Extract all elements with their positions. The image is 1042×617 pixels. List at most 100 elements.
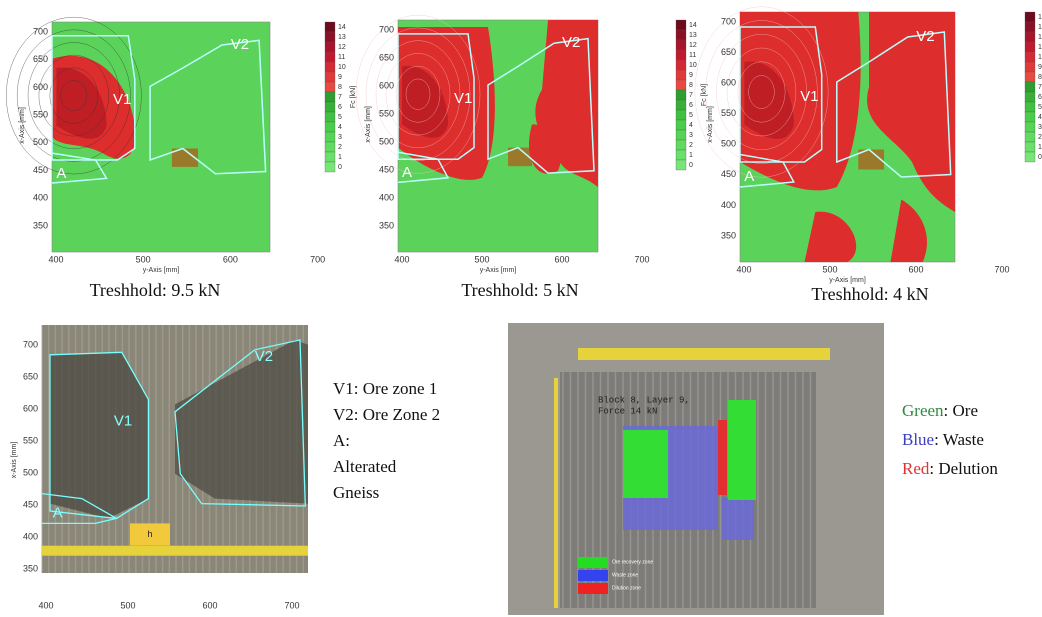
colorbar-tick: 14	[338, 24, 346, 31]
zone-legend-line: Alterated	[333, 457, 397, 476]
y-tick-label: 450	[379, 164, 394, 174]
colorbar-cell	[676, 90, 686, 100]
y-tick-label: 350	[23, 563, 38, 573]
colorbar-tick: 3	[1038, 124, 1042, 131]
x-tick-label: 700	[310, 254, 325, 264]
colorbar-cell	[1025, 12, 1035, 22]
colorbar-cell	[676, 130, 686, 140]
colorbar-cell	[676, 40, 686, 50]
colorbar-cell	[1025, 22, 1035, 32]
zone-label: V2	[231, 36, 249, 53]
colorbar-tick: 5	[338, 114, 342, 121]
y-tick-label: 700	[379, 24, 394, 34]
x-axis-label: y-Axis [mm]	[143, 267, 180, 274]
heatmap-panel: V1V2A70065060055050045040035040050060070…	[6, 17, 357, 300]
ore-zone	[623, 430, 668, 498]
colorbar-tick: 8	[1038, 74, 1042, 81]
y-tick-label: 500	[33, 137, 48, 147]
colorbar-tick: 11	[689, 52, 696, 59]
y-tick-label: 650	[33, 54, 48, 64]
colorbar-tick: 3	[689, 132, 693, 139]
colorbar-tick: 14	[1038, 14, 1042, 21]
x-tick-label: 700	[284, 600, 299, 610]
color-meaning: : Ore	[944, 401, 978, 420]
x-tick-label: 700	[634, 254, 649, 264]
colorbar-tick: 12	[1038, 34, 1042, 41]
colorbar-tick: 9	[689, 72, 693, 79]
legend-swatch	[578, 557, 608, 568]
y-tick-label: 650	[379, 52, 394, 62]
y-tick-label: 700	[33, 26, 48, 36]
colorbar-cell	[1025, 32, 1035, 42]
colorbar-cell	[325, 22, 335, 32]
ruler	[42, 546, 308, 556]
color-legend-line: Red: Delution	[902, 459, 998, 478]
colorbar-tick: 7	[1038, 84, 1042, 91]
colorbar-tick: 8	[689, 82, 693, 89]
colorbar-tick: 1	[689, 152, 693, 159]
color-word: Blue	[902, 430, 934, 449]
colorbar-cell	[325, 72, 335, 82]
colorbar-cell	[1025, 82, 1035, 92]
color-word: Red	[902, 459, 930, 478]
zone-label: V1	[113, 91, 131, 108]
colorbar-tick: 12	[338, 44, 346, 51]
x-tick-label: 500	[120, 600, 135, 610]
ruler	[578, 348, 830, 360]
zone-legend-line: V2: Ore Zone 2	[333, 405, 440, 424]
colorbar-cell	[1025, 72, 1035, 82]
colorbar-cell	[676, 160, 686, 170]
zone-label: V2	[255, 348, 273, 365]
zone-legend-line: A:	[333, 431, 350, 450]
x-tick-label: 700	[994, 264, 1009, 274]
heatmap-panel: V1V2A70065060055050045040035040050060070…	[356, 15, 708, 300]
colorbar-cell	[676, 140, 686, 150]
legend-label: Ore recovery zone	[612, 559, 653, 565]
colorbar-tick: 8	[338, 84, 342, 91]
color-legend-line: Green: Ore	[902, 401, 978, 420]
colorbar-cell	[325, 52, 335, 62]
y-tick-label: 600	[721, 78, 736, 88]
colorbar-tick: 4	[338, 124, 342, 131]
colorbar-cell	[676, 120, 686, 130]
x-tick-label: 600	[223, 254, 238, 264]
photo-left: V1V2Ah7006506005505004504003504005006007…	[11, 325, 308, 610]
colorbar-cell	[1025, 62, 1035, 72]
colorbar-cell	[676, 110, 686, 120]
y-tick-label: 450	[721, 169, 736, 179]
colorbar-cell	[1025, 92, 1035, 102]
colorbar-tick: 11	[1038, 44, 1042, 51]
colorbar-cell	[325, 132, 335, 142]
colorbar-cell	[325, 42, 335, 52]
colorbar-tick: 9	[1038, 64, 1042, 71]
y-tick-label: 550	[721, 108, 736, 118]
colorbar-tick: 13	[1038, 24, 1042, 31]
zone-legend-line: V1: Ore zone 1	[333, 379, 437, 398]
colorbar-tick: 14	[689, 22, 697, 29]
color-meaning: : Delution	[929, 459, 998, 478]
colorbar-tick: 9	[338, 74, 342, 81]
y-tick-label: 550	[33, 110, 48, 120]
y-tick-label: 400	[721, 200, 736, 210]
tag-text: h	[147, 530, 152, 540]
y-tick-label: 400	[33, 193, 48, 203]
zone-legend-line: Gneiss	[333, 483, 379, 502]
colorbar-tick: 12	[689, 42, 697, 49]
y-tick-label: 400	[379, 192, 394, 202]
color-meaning: : Waste	[934, 430, 984, 449]
y-tick-label: 550	[379, 108, 394, 118]
colorbar-tick: 10	[1038, 54, 1042, 61]
waste-zone	[722, 498, 754, 540]
ore-zone	[728, 400, 756, 500]
threshold-caption: Treshhold: 9.5 kN	[90, 280, 221, 300]
y-tick-label: 650	[23, 371, 38, 381]
colorbar-tick: 6	[1038, 94, 1042, 101]
y-axis-label: x-Axis [mm]	[365, 106, 372, 143]
colorbar-cell	[325, 162, 335, 172]
x-tick-label: 400	[394, 254, 409, 264]
zone-label: V1	[454, 90, 472, 107]
y-tick-label: 500	[23, 467, 38, 477]
zone-label: V1	[114, 413, 132, 430]
legend-swatch	[578, 583, 608, 594]
colorbar-tick: 2	[338, 144, 342, 151]
